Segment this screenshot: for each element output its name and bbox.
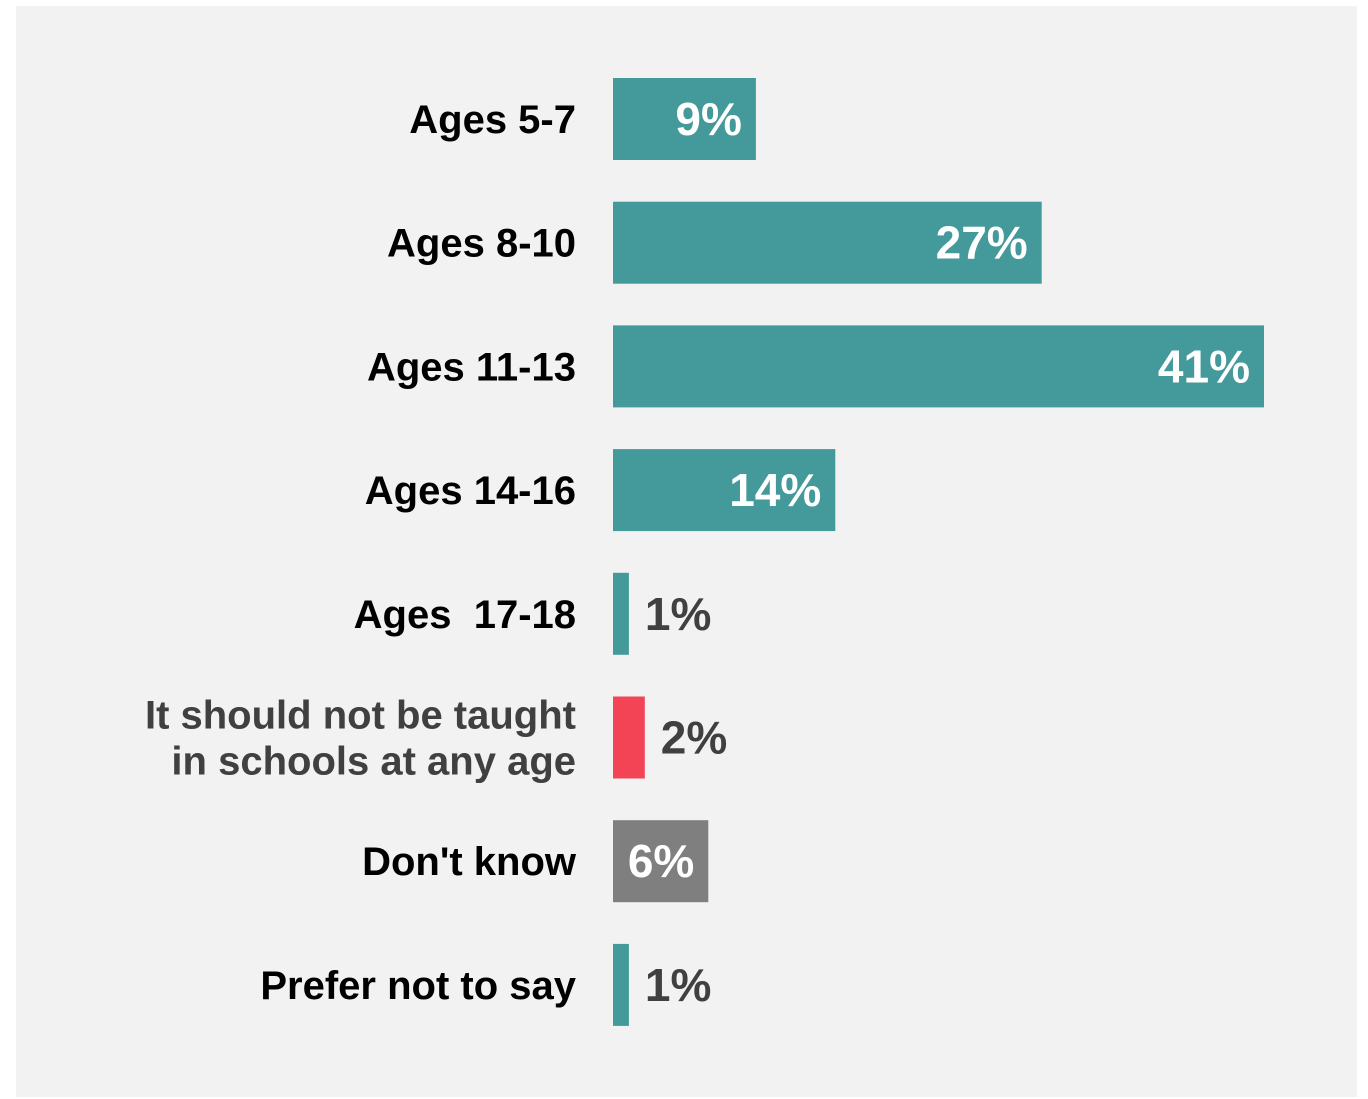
category-label: Ages 5-7 xyxy=(409,98,576,142)
bar xyxy=(613,325,1264,408)
category-label: Prefer not to say xyxy=(260,964,576,1008)
value-label: 2% xyxy=(661,712,727,764)
category-label: Ages 11-13 xyxy=(367,345,576,389)
category-label-line: Ages 11-13 xyxy=(367,345,576,389)
value-label: 14% xyxy=(729,464,821,516)
bar xyxy=(613,696,645,779)
category-label-line: in schools at any age xyxy=(171,740,576,784)
value-label: 1% xyxy=(645,959,711,1011)
category-labels-layer: Ages 5-7 Ages 8-10 Ages 11-13 Ages 14-16 Age… xyxy=(145,98,577,1008)
category-label: Ages 8-10 xyxy=(387,222,576,266)
category-label: Ages 17-18 xyxy=(354,593,576,637)
bar xyxy=(613,449,836,532)
value-label: 41% xyxy=(1158,340,1250,392)
value-labels-layer: 9% 27% 41% 14% 1% 2% 6% 1% xyxy=(628,93,1250,1011)
category-label-line: Prefer not to say xyxy=(260,964,576,1008)
chart-background xyxy=(16,6,1357,1097)
bar xyxy=(613,820,709,903)
category-label-line: It should not be taught xyxy=(145,694,576,738)
value-label: 6% xyxy=(628,835,694,887)
bar xyxy=(613,943,629,1026)
category-label-line: Ages 17-18 xyxy=(354,593,576,637)
category-label: Ages 14-16 xyxy=(365,469,576,513)
category-label: Don't know xyxy=(362,840,577,884)
category-label-line: Ages 8-10 xyxy=(387,222,576,266)
value-label: 1% xyxy=(645,588,711,640)
category-label-line: Don't know xyxy=(362,840,577,884)
value-label: 9% xyxy=(675,93,741,145)
category-label-line: Ages 14-16 xyxy=(365,469,576,513)
category-label-line: Ages 5-7 xyxy=(409,98,576,142)
bars-layer xyxy=(613,78,1264,1026)
bar xyxy=(613,78,756,160)
category-label: It should not be taught in schools at any… xyxy=(145,694,576,784)
bar xyxy=(613,572,629,655)
bar xyxy=(613,201,1042,284)
value-label: 27% xyxy=(936,217,1028,269)
